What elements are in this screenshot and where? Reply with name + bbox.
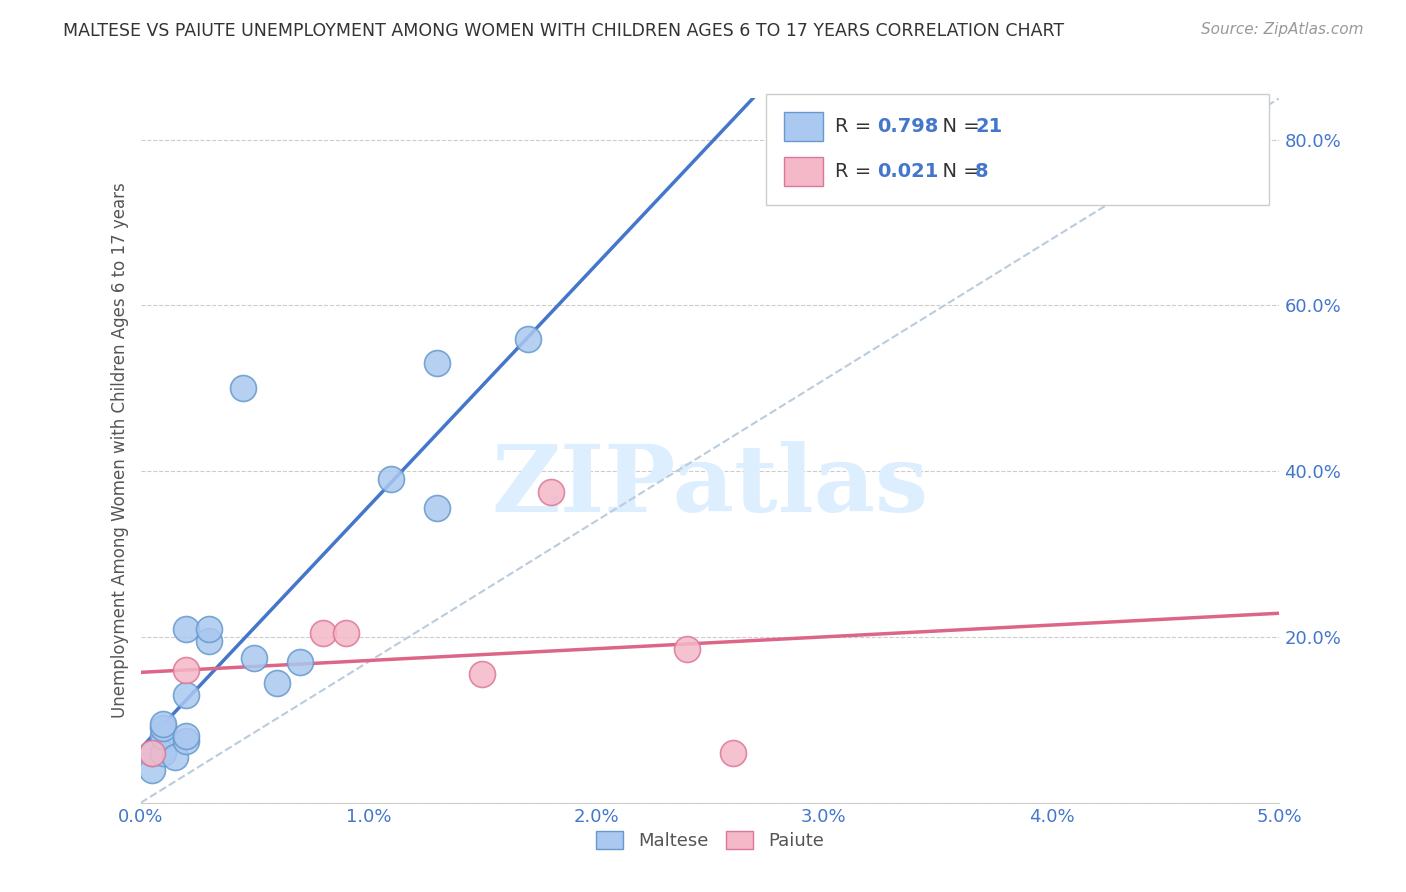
Point [380,473,402,487]
Text: R =: R = [835,117,877,136]
Text: 0.021: 0.021 [877,162,938,181]
Point [198,622,221,636]
Text: MALTESE VS PAIUTE UNEMPLOYMENT AMONG WOMEN WITH CHILDREN AGES 6 TO 17 YEARS CORR: MALTESE VS PAIUTE UNEMPLOYMENT AMONG WOM… [63,22,1064,40]
Text: N =: N = [931,117,986,136]
Text: ZIPatlas: ZIPatlas [492,441,928,531]
Point [335,625,357,640]
Point [152,721,174,735]
Point [174,663,197,677]
Point [141,763,163,777]
Point [174,730,197,744]
Point [141,746,163,760]
Text: 8: 8 [976,162,988,181]
Point [243,650,266,665]
Point [174,688,197,702]
Text: 21: 21 [976,117,1002,136]
Text: 0.798: 0.798 [877,117,938,136]
Point [174,622,197,636]
Point [426,501,449,516]
Point [288,655,311,669]
Point [266,675,288,690]
Point [152,746,174,760]
Point [426,356,449,370]
Point [312,625,335,640]
Legend: Maltese, Paiute: Maltese, Paiute [589,823,831,857]
Point [152,717,174,731]
Y-axis label: Unemployment Among Women with Children Ages 6 to 17 years: Unemployment Among Women with Children A… [111,183,129,718]
Point [163,750,186,764]
Point [152,730,174,744]
Point [174,733,197,747]
Point [721,746,744,760]
Point [516,332,538,346]
Point [676,642,699,657]
Point [471,667,494,681]
Point [232,381,254,395]
Point [540,484,562,499]
Text: Source: ZipAtlas.com: Source: ZipAtlas.com [1201,22,1364,37]
Text: N =: N = [931,162,986,181]
Point [198,634,221,648]
Point [141,746,163,760]
Text: R =: R = [835,162,877,181]
